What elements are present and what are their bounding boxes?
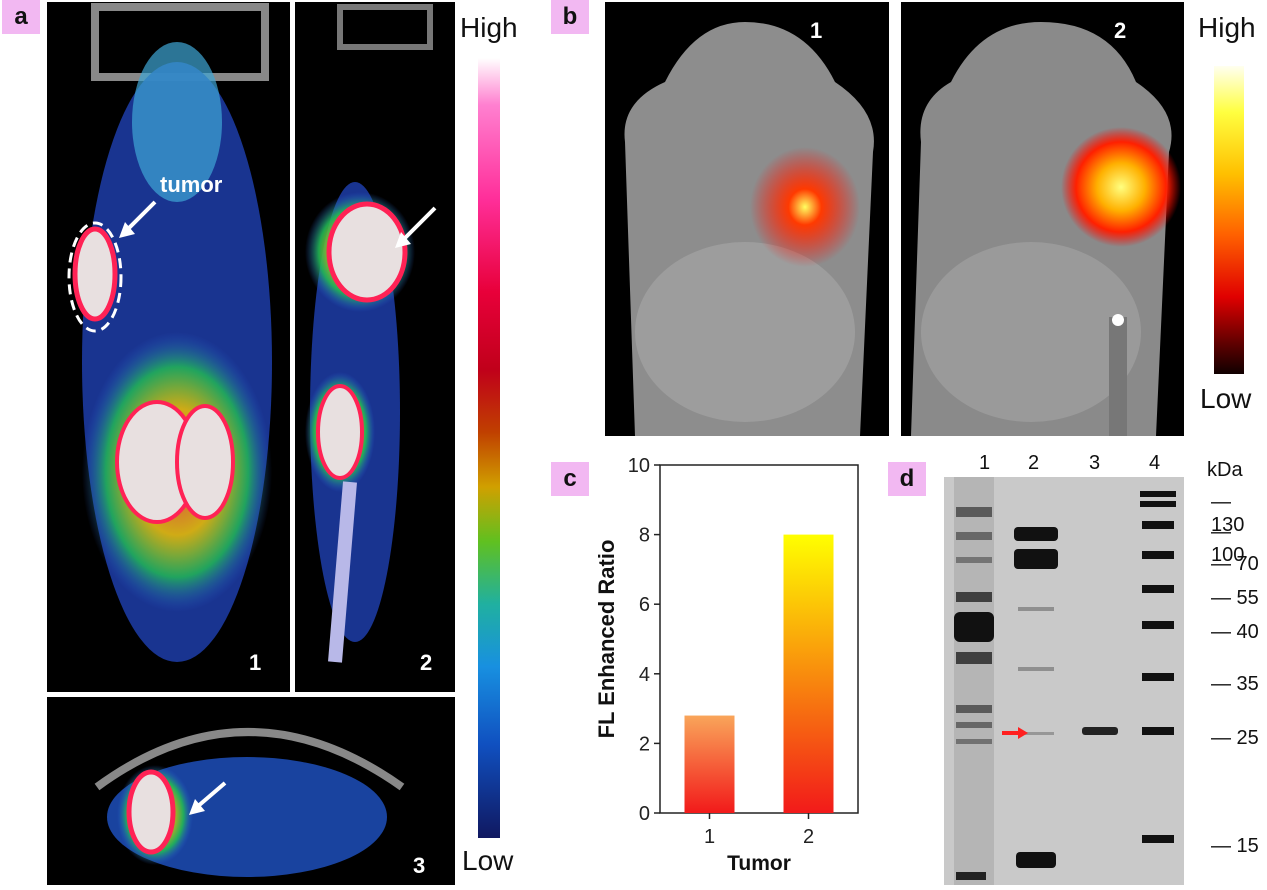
view-number-2: 2 bbox=[420, 650, 433, 675]
x-tick-label: 2 bbox=[803, 826, 814, 848]
panel-c-label: c bbox=[551, 462, 589, 496]
colorbar-a bbox=[478, 58, 500, 838]
y-tick-label: 0 bbox=[639, 803, 650, 825]
pet-ct-coronal-svg bbox=[67, 3, 272, 662]
pet-ct-sagittal-image: 2 bbox=[295, 2, 455, 692]
bar-tumor-1 bbox=[684, 715, 735, 813]
plot-frame bbox=[659, 464, 859, 814]
target-band-arrow-icon bbox=[1002, 727, 1028, 739]
fluorescence-image-2-svg bbox=[911, 22, 1181, 436]
view-number-3: 3 bbox=[413, 853, 426, 878]
pet-ct-axial-svg bbox=[94, 728, 405, 877]
kda-unit-label: kDa bbox=[1207, 459, 1243, 481]
bar-tumor-2 bbox=[783, 534, 834, 813]
kda-marker-label: — 55 bbox=[1211, 587, 1259, 609]
fluorescence-image-2: 2 bbox=[901, 2, 1184, 436]
y-tick-label: 10 bbox=[628, 455, 650, 477]
fluorescence-view-number-1: 1 bbox=[810, 18, 823, 43]
fluorescence-view-number-2: 2 bbox=[1114, 18, 1127, 43]
y-tick-label: 8 bbox=[639, 525, 650, 547]
pet-ct-sagittal-svg bbox=[305, 4, 437, 663]
colorbar-a-low-label: Low bbox=[462, 845, 514, 876]
kda-marker-label: — 100 bbox=[1211, 521, 1245, 566]
panel-b-label: b bbox=[551, 0, 589, 34]
sds-page-gel bbox=[944, 477, 1184, 885]
lane-label-2: 2 bbox=[1028, 452, 1040, 474]
tumor-annotation: tumor bbox=[160, 172, 223, 197]
panel-a-label: a bbox=[2, 0, 40, 34]
pet-ct-coronal-image: tumor 1 bbox=[47, 2, 290, 692]
panel-d-label: d bbox=[888, 462, 926, 496]
kda-marker-label: — 130 bbox=[1211, 491, 1245, 536]
x-axis-label: Tumor bbox=[727, 852, 791, 875]
kda-marker-label: — 35 bbox=[1211, 673, 1259, 695]
fluorescence-image-1: 1 bbox=[605, 2, 889, 436]
lane-label-4: 4 bbox=[1149, 452, 1161, 474]
kda-marker-label: — 25 bbox=[1211, 727, 1259, 749]
fluorescence-image-1-svg bbox=[624, 22, 874, 436]
y-tick-label: 4 bbox=[639, 664, 650, 686]
x-tick-label: 1 bbox=[704, 826, 715, 848]
colorbar-b-high-label: High bbox=[1198, 12, 1256, 43]
kda-marker-label: — 70 bbox=[1211, 553, 1259, 575]
y-axis-label: FL Enhanced Ratio bbox=[594, 540, 619, 739]
lane-label-3: 3 bbox=[1089, 452, 1101, 474]
colorbar-a-high-label: High bbox=[460, 12, 518, 43]
y-tick-label: 2 bbox=[639, 733, 650, 755]
y-tick-label: 6 bbox=[639, 594, 650, 616]
view-number-1: 1 bbox=[249, 650, 262, 675]
lane-label-1: 1 bbox=[979, 452, 991, 474]
colorbar-b bbox=[1214, 66, 1244, 374]
colorbar-b-low-label: Low bbox=[1200, 383, 1252, 414]
pet-ct-axial-image: 3 bbox=[47, 697, 455, 885]
kda-marker-label: — 15 bbox=[1211, 835, 1259, 857]
sds-page-gel-svg bbox=[954, 477, 1176, 885]
kda-marker-label: — 40 bbox=[1211, 621, 1259, 643]
